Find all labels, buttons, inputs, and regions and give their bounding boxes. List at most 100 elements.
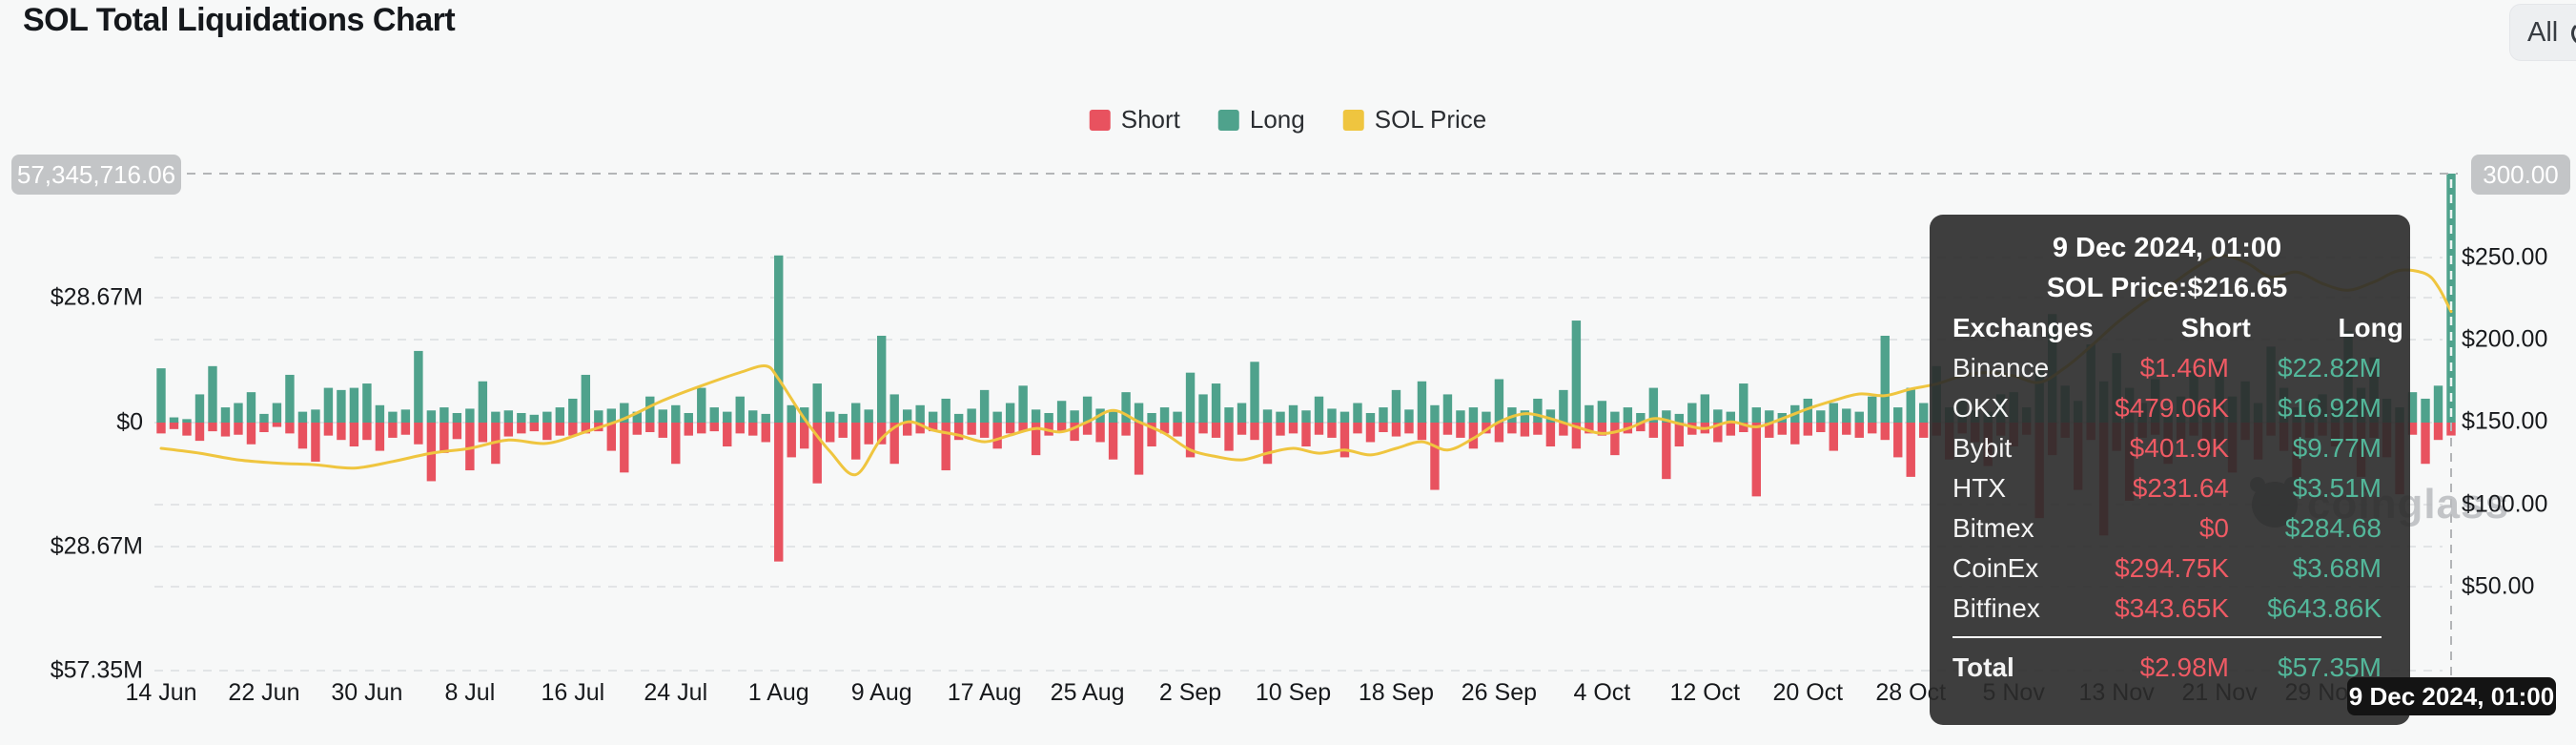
short-bar [709, 423, 719, 432]
short-bar [2421, 423, 2430, 465]
x-axis-tick: 2 Sep [1158, 679, 1222, 706]
tooltip-col-short: Short [2180, 313, 2251, 342]
x-axis-tick: 14 Jun [125, 679, 197, 706]
x-axis-tick: 9 Aug [850, 679, 912, 706]
long-bar [1442, 394, 1453, 423]
short-bar [1868, 423, 1877, 434]
tooltip-long-value: $284.68 [2284, 513, 2382, 543]
short-bar [414, 423, 423, 445]
long-bar [1726, 411, 1736, 423]
short-bar [1339, 423, 1350, 458]
short-bar [1314, 423, 1324, 435]
long-bar [1533, 398, 1543, 423]
long-bar [1211, 383, 1221, 423]
long-bar [388, 411, 398, 423]
tooltip-total-row: Total $2.98M $57.35M [1952, 648, 2382, 688]
long-bar [709, 407, 719, 423]
short-bar [1056, 423, 1067, 433]
x-axis-tick: 1 Aug [747, 679, 809, 706]
long-bar [220, 407, 231, 423]
short-bar [400, 423, 411, 435]
tooltip-row-bitmex: Bitmex $0 $284.68 [1952, 508, 2382, 548]
long-bar [1288, 404, 1298, 423]
long-bar [850, 403, 861, 423]
short-bar [1662, 423, 1671, 480]
short-bar [1159, 423, 1170, 434]
short-bar [876, 423, 887, 445]
short-bar [1237, 423, 1247, 435]
long-bar [723, 411, 732, 423]
short-bar [568, 423, 578, 436]
long-bar [1842, 408, 1851, 423]
long-bar [697, 387, 706, 423]
short-bar [1803, 423, 1812, 436]
short-bar [1494, 423, 1504, 443]
short-bar [1391, 423, 1401, 437]
long-bar [594, 410, 603, 423]
tooltip-short-value: $1.46M [2139, 353, 2229, 383]
legend-swatch-icon [1089, 109, 1111, 131]
swap-arrows-icon [2571, 25, 2576, 43]
short-bar [1404, 423, 1414, 434]
short-bar [1276, 423, 1285, 436]
short-bar [1597, 423, 1607, 436]
tooltip-short-value: $401.9K [2129, 433, 2229, 463]
long-bar [1494, 379, 1504, 423]
long-bar [272, 403, 282, 423]
long-bar [2421, 398, 2430, 423]
long-bar [246, 392, 256, 423]
short-bar [1031, 423, 1041, 456]
long-bar [953, 413, 964, 423]
x-axis-tick: 8 Jul [444, 679, 496, 706]
legend-item-sol-price[interactable]: SOL Price [1342, 105, 1487, 135]
short-bar [915, 423, 925, 434]
long-bar [1584, 404, 1594, 423]
long-bar [156, 368, 166, 423]
short-bar [259, 423, 269, 433]
long-bar [1482, 411, 1491, 423]
long-bar [787, 404, 796, 423]
long-bar [1765, 410, 1774, 423]
tooltip-short-value: $479.06K [2115, 393, 2229, 423]
page-title: SOL Total Liquidations Chart [23, 2, 456, 38]
short-bar [581, 423, 591, 434]
short-bar [1545, 423, 1556, 447]
tooltip-row-binance: Binance $1.46M $22.82M [1952, 348, 2382, 388]
long-bar [992, 411, 1002, 423]
long-bar [1636, 412, 1646, 423]
long-bar [941, 398, 951, 423]
long-bar [542, 411, 552, 423]
short-bar [1893, 423, 1903, 458]
short-bar [671, 423, 681, 465]
tooltip-divider [1952, 636, 2382, 638]
short-bar [182, 423, 192, 436]
legend-label: Long [1249, 105, 1305, 134]
short-bar [1379, 423, 1388, 433]
long-bar [748, 410, 758, 423]
long-bar [915, 404, 925, 423]
long-bar [800, 407, 809, 423]
short-bar [697, 423, 706, 434]
short-bar [800, 423, 809, 449]
short-bar [889, 423, 899, 465]
tooltip-short-value: $0 [2198, 513, 2229, 543]
long-bar [761, 413, 770, 423]
tooltip-long-value: $9.77M [2292, 433, 2382, 463]
short-bar [1842, 423, 1851, 435]
legend-label: SOL Price [1374, 105, 1487, 134]
short-bar [645, 423, 655, 433]
long-bar [1893, 407, 1903, 423]
tooltip-long-value: $3.51M [2292, 473, 2382, 503]
long-bar [1906, 387, 1915, 423]
long-bar [1365, 412, 1376, 423]
x-axis-tick: 22 Jun [228, 679, 300, 706]
long-bar [1417, 381, 1427, 423]
short-bar [362, 423, 372, 441]
time-range-selector[interactable]: All [2509, 4, 2576, 61]
legend-item-long[interactable]: Long [1217, 105, 1305, 135]
short-bar [452, 423, 462, 440]
legend-item-short[interactable]: Short [1089, 105, 1180, 135]
long-bar [1623, 407, 1633, 423]
short-bar [1301, 423, 1311, 447]
